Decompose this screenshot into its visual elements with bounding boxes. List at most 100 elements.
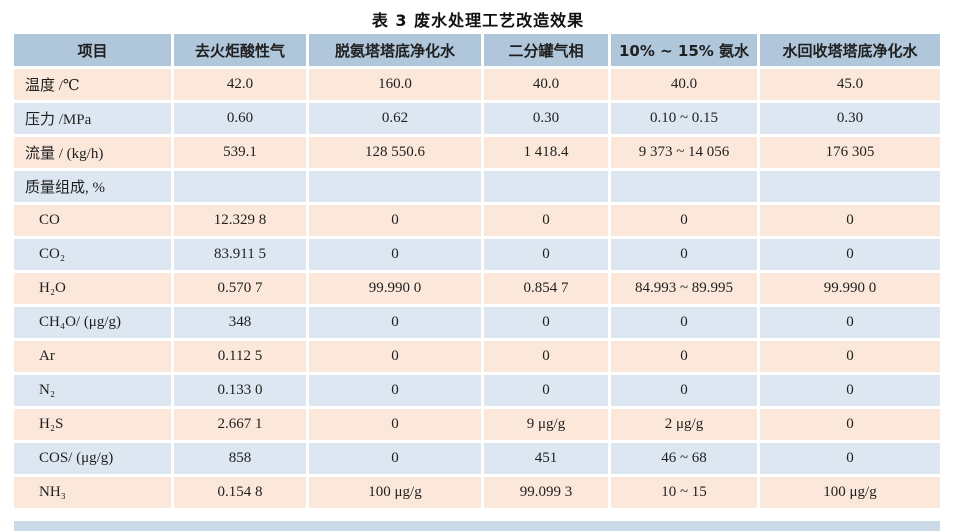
value-cell: 451 xyxy=(484,443,608,474)
value-cell xyxy=(484,171,608,202)
column-header: 水回收塔塔底净化水 xyxy=(760,34,940,66)
value-cell: 0 xyxy=(760,239,940,270)
value-cell: 0.133 0 xyxy=(174,375,306,406)
column-header: 二分罐气相 xyxy=(484,34,608,66)
value-cell: 0 xyxy=(760,443,940,474)
value-cell: 0 xyxy=(611,205,757,236)
value-cell: 9 μg/g xyxy=(484,409,608,440)
wastewater-effects-table: 项目 去火炬酸性气 脱氨塔塔底净化水 二分罐气相 10% ~ 15% 氨水 水回… xyxy=(11,31,943,511)
value-cell: 99.990 0 xyxy=(760,273,940,304)
value-cell: 0 xyxy=(309,239,481,270)
next-table-edge-strip xyxy=(14,521,940,531)
value-cell: 83.911 5 xyxy=(174,239,306,270)
value-cell: 0 xyxy=(309,443,481,474)
value-cell: 0 xyxy=(611,341,757,372)
table-row: CO₂ 83.911 5 0 0 0 0 xyxy=(14,239,940,270)
value-cell: 0.10 ~ 0.15 xyxy=(611,103,757,134)
value-cell: 0.570 7 xyxy=(174,273,306,304)
value-cell: 0 xyxy=(611,239,757,270)
row-label: CH₄O/ (μg/g) xyxy=(14,307,171,338)
row-label: CO xyxy=(14,205,171,236)
column-header: 去火炬酸性气 xyxy=(174,34,306,66)
value-cell: 0 xyxy=(484,341,608,372)
column-header: 脱氨塔塔底净化水 xyxy=(309,34,481,66)
table-row: Ar 0.112 5 0 0 0 0 xyxy=(14,341,940,372)
value-cell: 128 550.6 xyxy=(309,137,481,168)
row-label: COS/ (μg/g) xyxy=(14,443,171,474)
value-cell: 0 xyxy=(760,205,940,236)
value-cell: 0.112 5 xyxy=(174,341,306,372)
value-cell: 2 μg/g xyxy=(611,409,757,440)
value-cell: 0 xyxy=(611,307,757,338)
value-cell: 84.993 ~ 89.995 xyxy=(611,273,757,304)
value-cell: 539.1 xyxy=(174,137,306,168)
table-row: 质量组成, % xyxy=(14,171,940,202)
row-label: 流量 / (kg/h) xyxy=(14,137,171,168)
row-label: NH₃ xyxy=(14,477,171,508)
value-cell xyxy=(309,171,481,202)
table-row: CH₄O/ (μg/g) 348 0 0 0 0 xyxy=(14,307,940,338)
value-cell: 0 xyxy=(309,409,481,440)
row-label: 压力 /MPa xyxy=(14,103,171,134)
value-cell: 0 xyxy=(484,307,608,338)
value-cell: 100 μg/g xyxy=(760,477,940,508)
value-cell xyxy=(611,171,757,202)
row-label: Ar xyxy=(14,341,171,372)
value-cell: 99.990 0 xyxy=(309,273,481,304)
value-cell: 45.0 xyxy=(760,69,940,100)
table-row: NH₃ 0.154 8 100 μg/g 99.099 3 10 ~ 15 10… xyxy=(14,477,940,508)
value-cell xyxy=(760,171,940,202)
value-cell: 2.667 1 xyxy=(174,409,306,440)
value-cell: 160.0 xyxy=(309,69,481,100)
table-row: 流量 / (kg/h) 539.1 128 550.6 1 418.4 9 37… xyxy=(14,137,940,168)
table-row: H₂S 2.667 1 0 9 μg/g 2 μg/g 0 xyxy=(14,409,940,440)
column-header: 10% ~ 15% 氨水 xyxy=(611,34,757,66)
value-cell: 0 xyxy=(760,307,940,338)
table-caption: 表 3 废水处理工艺改造效果 xyxy=(371,11,585,30)
row-label: H₂S xyxy=(14,409,171,440)
table-row: 温度 /℃ 42.0 160.0 40.0 40.0 45.0 xyxy=(14,69,940,100)
value-cell: 0 xyxy=(760,409,940,440)
value-cell: 10 ~ 15 xyxy=(611,477,757,508)
value-cell: 0 xyxy=(760,341,940,372)
value-cell: 0 xyxy=(760,375,940,406)
value-cell: 0 xyxy=(309,307,481,338)
value-cell: 0 xyxy=(309,375,481,406)
value-cell: 42.0 xyxy=(174,69,306,100)
table-row: 压力 /MPa 0.60 0.62 0.30 0.10 ~ 0.15 0.30 xyxy=(14,103,940,134)
table-row: H₂O 0.570 7 99.990 0 0.854 7 84.993 ~ 89… xyxy=(14,273,940,304)
value-cell: 99.099 3 xyxy=(484,477,608,508)
value-cell: 9 373 ~ 14 056 xyxy=(611,137,757,168)
value-cell: 1 418.4 xyxy=(484,137,608,168)
row-label: H₂O xyxy=(14,273,171,304)
value-cell: 0 xyxy=(611,375,757,406)
value-cell: 0.30 xyxy=(484,103,608,134)
value-cell: 40.0 xyxy=(484,69,608,100)
value-cell: 176 305 xyxy=(760,137,940,168)
value-cell: 0 xyxy=(484,205,608,236)
row-label: 质量组成, % xyxy=(14,171,171,202)
value-cell: 46 ~ 68 xyxy=(611,443,757,474)
value-cell: 0.62 xyxy=(309,103,481,134)
value-cell xyxy=(174,171,306,202)
value-cell: 0 xyxy=(309,341,481,372)
value-cell: 0.154 8 xyxy=(174,477,306,508)
value-cell: 858 xyxy=(174,443,306,474)
value-cell: 12.329 8 xyxy=(174,205,306,236)
value-cell: 40.0 xyxy=(611,69,757,100)
row-label: 温度 /℃ xyxy=(14,69,171,100)
table-row: COS/ (μg/g) 858 0 451 46 ~ 68 0 xyxy=(14,443,940,474)
value-cell: 0.854 7 xyxy=(484,273,608,304)
table-row: CO 12.329 8 0 0 0 0 xyxy=(14,205,940,236)
row-label: CO₂ xyxy=(14,239,171,270)
value-cell: 0 xyxy=(484,239,608,270)
value-cell: 0.30 xyxy=(760,103,940,134)
table-row: N₂ 0.133 0 0 0 0 0 xyxy=(14,375,940,406)
value-cell: 0 xyxy=(309,205,481,236)
column-header: 项目 xyxy=(14,34,171,66)
value-cell: 0.60 xyxy=(174,103,306,134)
value-cell: 348 xyxy=(174,307,306,338)
header-row: 项目 去火炬酸性气 脱氨塔塔底净化水 二分罐气相 10% ~ 15% 氨水 水回… xyxy=(14,34,940,66)
row-label: N₂ xyxy=(14,375,171,406)
value-cell: 0 xyxy=(484,375,608,406)
